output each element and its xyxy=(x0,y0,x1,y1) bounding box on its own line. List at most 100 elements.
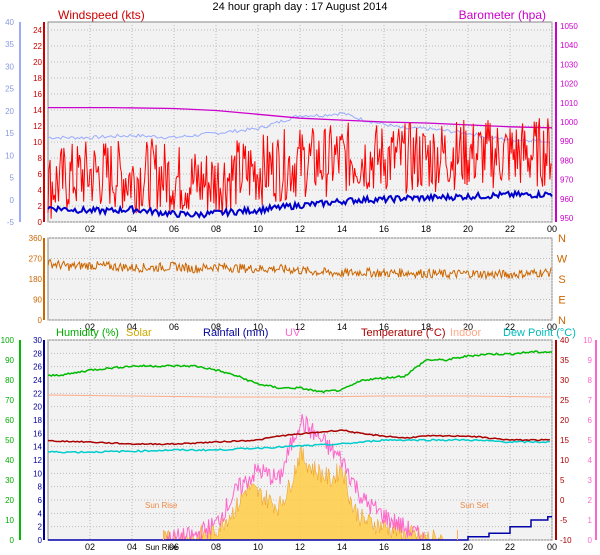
solar-area xyxy=(164,444,446,541)
temp-tick-label: -10 xyxy=(560,536,572,545)
windspeed-label: Windspeed (kts) xyxy=(58,8,145,22)
f-tick-label: 10 xyxy=(5,151,14,160)
temp-tick-label: 30 xyxy=(560,376,569,385)
wind-series xyxy=(47,106,553,220)
humidity-tick-label: 10 xyxy=(5,516,14,525)
x-tick-label: 06 xyxy=(169,322,179,332)
direction-grid xyxy=(48,237,553,321)
rainfall-label: Rainfall (mm) xyxy=(203,327,268,339)
x-tick-label: 16 xyxy=(379,542,389,552)
uv-tick-label: 3 xyxy=(588,476,593,485)
compass-label: N xyxy=(558,233,566,245)
kts-tick-label: 4 xyxy=(38,186,43,195)
humidity-tick-label: 0 xyxy=(10,536,15,545)
x-tick-label: 04 xyxy=(127,542,137,552)
x-tick-label: 12 xyxy=(295,224,305,234)
indoor-label: Indoor xyxy=(450,327,482,339)
f-tick-label: 15 xyxy=(5,129,14,138)
kts-tick-label: 22 xyxy=(33,42,42,51)
uv-label: UV xyxy=(285,327,301,339)
compass-label: E xyxy=(558,295,565,307)
hpa-tick-label: 1010 xyxy=(560,99,578,108)
temp-tick-label: 5 xyxy=(560,476,565,485)
wind-grid xyxy=(48,22,553,223)
x-tick-label: 10 xyxy=(253,224,263,234)
mm-tick-label: 2 xyxy=(38,523,43,532)
kts-tick-label: 6 xyxy=(38,170,43,179)
x-tick-label: 14 xyxy=(337,542,347,552)
temperature-label: Temperature (°C) xyxy=(361,327,445,339)
x-tick-label: 14 xyxy=(337,322,347,332)
dewpoint-label: Dew Point (°C) xyxy=(503,327,576,339)
mm-tick-label: 18 xyxy=(33,416,42,425)
uv-tick-label: 8 xyxy=(588,376,593,385)
kts-tick-label: 0 xyxy=(38,218,43,227)
hpa-tick-label: 990 xyxy=(560,137,574,146)
solar-label: Solar xyxy=(126,327,152,339)
direction-tick-label: 270 xyxy=(29,255,43,264)
x-tick-label: 10 xyxy=(253,322,263,332)
f-tick-label: 30 xyxy=(5,62,14,71)
f-tick-label: -5 xyxy=(7,218,15,227)
humidity-tick-label: 90 xyxy=(5,356,14,365)
kts-tick-label: 2 xyxy=(38,202,43,211)
average-series xyxy=(47,188,553,220)
temp-tick-label: 10 xyxy=(560,456,569,465)
x-tick-label: 12 xyxy=(295,322,305,332)
x-tick-label: 18 xyxy=(421,542,431,552)
x-tick-label: 22 xyxy=(505,224,515,234)
gust-series xyxy=(47,118,552,219)
uv-tick-label: 2 xyxy=(588,496,593,505)
x-tick-label: 14 xyxy=(337,224,347,234)
temperature-series xyxy=(47,429,551,446)
x-tick-label: 04 xyxy=(127,322,137,332)
sun-rise-label: Sun Rise xyxy=(145,501,178,510)
humidity-tick-label: 80 xyxy=(5,376,14,385)
x-tick-label: 22 xyxy=(505,542,515,552)
x-tick-label: 20 xyxy=(463,224,473,234)
sun-set-label: Sun Set xyxy=(460,501,489,510)
uv-series xyxy=(164,414,426,542)
x-tick-label: 06 xyxy=(169,224,179,234)
uv-tick-label: 0 xyxy=(588,536,593,545)
humidity-series xyxy=(47,350,553,394)
x-tick-label: 06 xyxy=(169,542,179,552)
x-tick-label: 18 xyxy=(421,322,431,332)
sun-rise-axis-label: Sun Rise xyxy=(145,543,178,552)
x-tick-label: 08 xyxy=(211,224,221,234)
wind-barometer-panel: 024681012141618202224-505101520253035409… xyxy=(5,8,578,234)
hpa-tick-label: 1030 xyxy=(560,60,578,69)
humidity-tick-label: 20 xyxy=(5,496,14,505)
mm-tick-label: 30 xyxy=(33,336,42,345)
mm-tick-label: 20 xyxy=(33,403,42,412)
rainfall-series xyxy=(48,515,552,541)
temp-humidity-panel: 0246810121416182022242628300102030405060… xyxy=(1,327,597,552)
hpa-tick-label: 1020 xyxy=(560,80,578,89)
kts-tick-label: 20 xyxy=(33,58,42,67)
mm-tick-label: 0 xyxy=(38,536,43,545)
kts-tick-label: 16 xyxy=(33,90,42,99)
f-tick-label: 0 xyxy=(10,196,15,205)
humidity-tick-label: 30 xyxy=(5,476,14,485)
x-tick-label: 20 xyxy=(463,542,473,552)
uv-tick-label: 1 xyxy=(588,516,593,525)
hpa-tick-label: 1000 xyxy=(560,118,578,127)
mm-tick-label: 4 xyxy=(38,509,43,518)
x-tick-label: 16 xyxy=(379,322,389,332)
x-tick-label: 04 xyxy=(127,224,137,234)
direction-tick-label: 180 xyxy=(29,275,43,284)
hpa-tick-label: 1050 xyxy=(560,22,578,31)
mm-tick-label: 14 xyxy=(33,443,42,452)
temp-axes: 0246810121416182022242628300102030405060… xyxy=(1,336,597,552)
mm-tick-label: 26 xyxy=(33,363,42,372)
mm-tick-label: 22 xyxy=(33,389,42,398)
kts-tick-label: 10 xyxy=(33,138,42,147)
hpa-tick-label: 970 xyxy=(560,176,574,185)
temp-tick-label: 40 xyxy=(560,336,569,345)
uv-tick-label: 7 xyxy=(588,396,593,405)
dewpoint-series xyxy=(47,438,550,454)
kts-tick-label: 8 xyxy=(38,154,43,163)
kts-tick-label: 12 xyxy=(33,122,42,131)
